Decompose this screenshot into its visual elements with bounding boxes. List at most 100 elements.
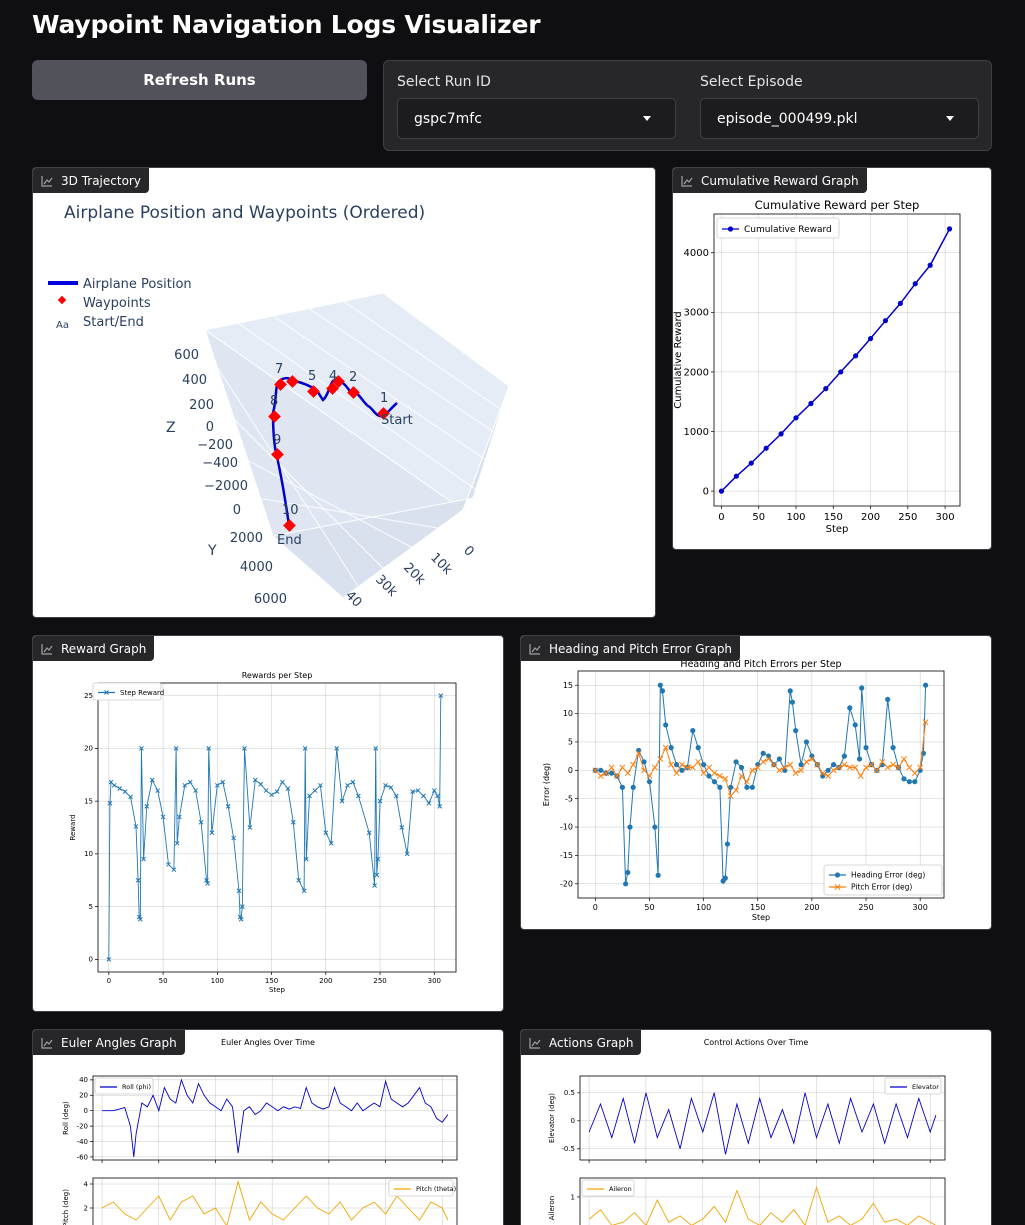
cumulative-reward-chart[interactable]: 0 50 100 150 200 250 30001000200030004000Cumul…: [673, 168, 991, 549]
y-tick-label: 0: [568, 766, 573, 775]
data-point: [859, 685, 865, 691]
x-tick-label: 250: [898, 512, 917, 523]
data-point: [122, 789, 128, 794]
z-axis-label: Z: [166, 420, 176, 436]
euler-chart[interactable]: Euler Angles Over Time -60 -40 -20 0 20 40 Roll…: [33, 1030, 503, 1225]
series-line: [102, 1078, 449, 1157]
data-point: [204, 877, 209, 883]
x-tick-label: 150: [750, 903, 765, 912]
data-point: [393, 793, 399, 799]
data-point: [846, 764, 853, 771]
data-point: [242, 746, 247, 751]
legend-box: [94, 1077, 154, 1095]
episode-select[interactable]: episode_000499.pkl: [700, 98, 979, 139]
data-point: [718, 488, 725, 494]
cumulative-reward-panel: Cumulative Reward Graph 0 50 100 150 200 250 3…: [672, 167, 992, 550]
heading-pitch-chart[interactable]: 0 50 100 150 200 250 300-20-15-10-5051015Headi…: [521, 636, 991, 929]
y-axis-label: Elevator (deg): [548, 1093, 556, 1143]
data-point: [917, 764, 924, 771]
data-point: [798, 767, 805, 774]
trajectory-plot[interactable]: Airplane Position and Waypoints (Ordered…: [33, 168, 655, 617]
data-point: [318, 782, 323, 788]
data-point: [673, 770, 680, 777]
data-point: [603, 770, 610, 777]
y-axis-ticks: −2000 0 2000 4000 6000: [204, 479, 287, 607]
series-line: [720, 228, 951, 492]
y-axis-label: Reward: [69, 814, 77, 840]
data-point: [624, 770, 631, 777]
x-tick-label: 50: [159, 977, 168, 985]
refresh-runs-button[interactable]: Refresh Runs: [32, 60, 367, 100]
trajectory-tag-label: 3D Trajectory: [61, 173, 141, 188]
data-point: [798, 762, 804, 768]
data-point: [356, 793, 361, 799]
heading-pitch-tag-label: Heading and Pitch Error Graph: [549, 641, 733, 656]
data-point: [374, 872, 380, 878]
data-point: [882, 318, 889, 324]
x-tick-label: 200: [319, 977, 332, 985]
data-point: [614, 773, 620, 779]
data-point: [852, 764, 859, 771]
data-point: [247, 825, 253, 830]
x-tick-label: 300: [936, 512, 955, 523]
data-point: [651, 764, 658, 771]
euler-tag-label: Euler Angles Graph: [61, 1035, 177, 1050]
x-tick-label: 0: [107, 977, 111, 985]
data-point: [619, 764, 626, 771]
series-line: [595, 685, 927, 884]
y-tick-label: 20: [84, 745, 93, 753]
data-point: [399, 825, 405, 830]
data-point: [290, 819, 296, 825]
data-point: [280, 779, 285, 785]
series-line: [588, 1092, 937, 1155]
plot-frame: [579, 1075, 946, 1161]
data-point: [678, 761, 685, 768]
data-point: [193, 788, 198, 793]
data-point: [911, 770, 918, 777]
data-point: [738, 773, 745, 779]
x-tick-label: 0: [593, 903, 598, 912]
plot-frame: [97, 682, 457, 973]
data-point: [209, 830, 215, 836]
legend-waypoints: Waypoints: [83, 296, 151, 311]
y-tick-label: -20: [77, 1122, 88, 1130]
plot-frame: [713, 213, 961, 507]
data-point: [166, 862, 171, 867]
reward-chart[interactable]: 0 50 100 150 200 250 300 0 5 10 15 20 25 Rewards per …: [33, 636, 503, 1011]
data-point: [312, 788, 318, 793]
data-point: [733, 473, 739, 479]
data-point: [890, 745, 896, 751]
actions-chart[interactable]: Control Actions Over Time -0.5 0 0.5 Elevato…: [521, 1030, 991, 1225]
data-point: [706, 773, 712, 779]
data-point: [792, 770, 799, 777]
data-point: [141, 856, 146, 862]
data-point: [437, 804, 443, 809]
y-tick-label: 3000: [684, 308, 709, 319]
data-point: [927, 262, 933, 268]
legend-label: Elevator: [912, 1083, 939, 1091]
data-point: [695, 745, 701, 751]
run-id-select[interactable]: gspc7mfc: [397, 98, 676, 139]
data-point: [137, 916, 143, 922]
data-point: [836, 764, 842, 771]
data-point: [307, 793, 312, 799]
x-tick-label: 100: [786, 512, 805, 523]
y-axis-label: Cumulative Reward: [673, 311, 684, 409]
data-point: [641, 759, 647, 765]
data-point: [744, 784, 750, 790]
data-point: [238, 916, 244, 922]
data-point: [724, 841, 731, 847]
data-point: [662, 744, 669, 751]
data-point: [809, 753, 815, 759]
data-point: [841, 753, 847, 759]
data-point: [901, 776, 907, 782]
data-point: [598, 767, 604, 773]
reward-tag-label: Reward Graph: [61, 641, 147, 656]
data-point: [302, 746, 308, 751]
data-point: [625, 869, 631, 876]
data-point: [733, 787, 740, 794]
data-point: [635, 750, 642, 757]
data-point: [722, 875, 728, 881]
legend-label: Cumulative Reward: [744, 225, 832, 235]
data-point: [763, 445, 769, 451]
